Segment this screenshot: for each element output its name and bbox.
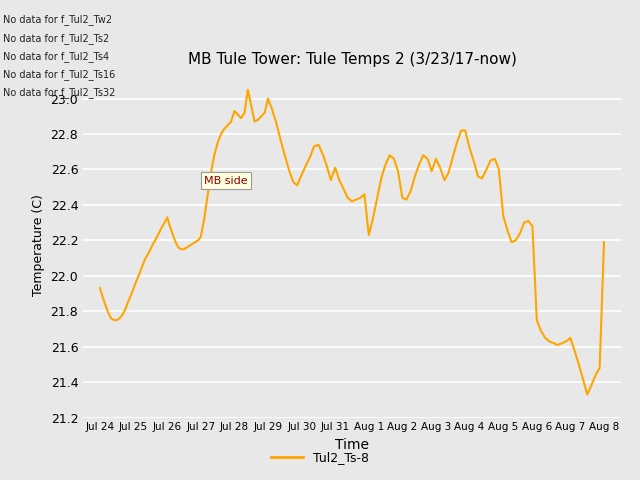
- Text: No data for f_Tul2_Tw2: No data for f_Tul2_Tw2: [3, 14, 113, 25]
- Text: No data for f_Tul2_Ts32: No data for f_Tul2_Ts32: [3, 87, 116, 98]
- Text: MB side: MB side: [204, 176, 248, 186]
- Text: No data for f_Tul2_Ts2: No data for f_Tul2_Ts2: [3, 33, 109, 44]
- Y-axis label: Temperature (C): Temperature (C): [32, 194, 45, 296]
- Title: MB Tule Tower: Tule Temps 2 (3/23/17-now): MB Tule Tower: Tule Temps 2 (3/23/17-now…: [188, 52, 516, 67]
- Legend: Tul2_Ts-8: Tul2_Ts-8: [266, 446, 374, 469]
- X-axis label: Time: Time: [335, 438, 369, 452]
- Text: No data for f_Tul2_Ts16: No data for f_Tul2_Ts16: [3, 69, 115, 80]
- Text: No data for f_Tul2_Ts4: No data for f_Tul2_Ts4: [3, 51, 109, 62]
